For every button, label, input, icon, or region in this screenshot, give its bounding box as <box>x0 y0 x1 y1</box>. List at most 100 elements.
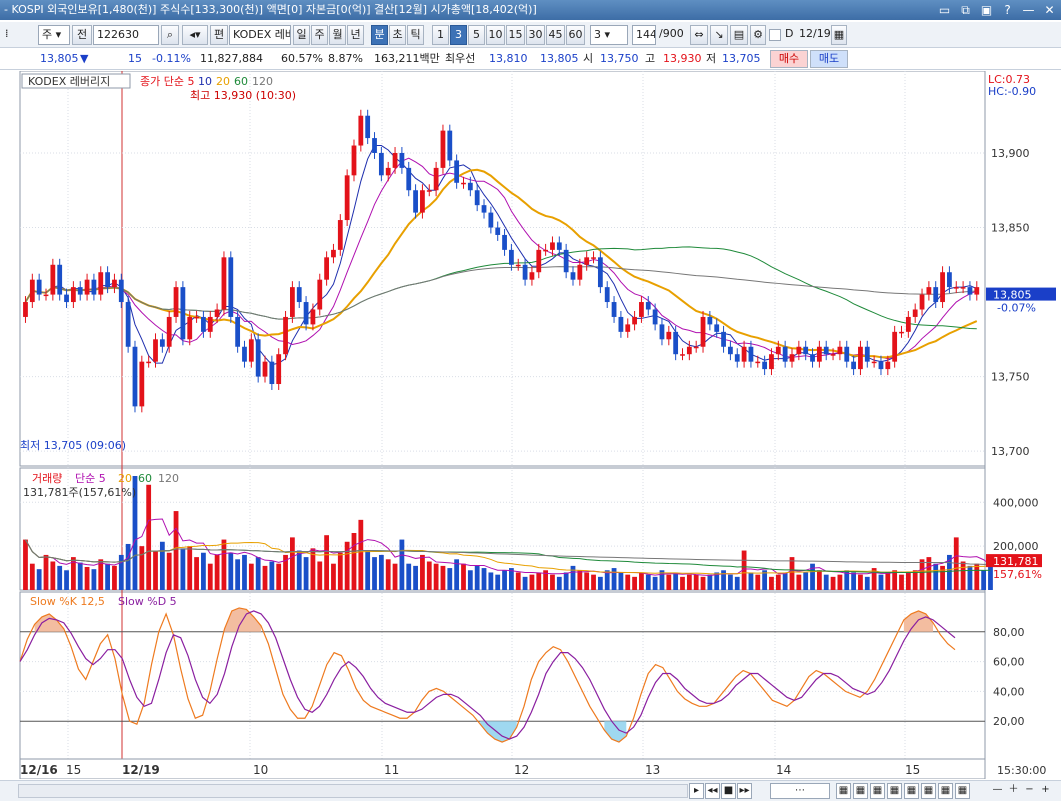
pin-icon[interactable]: ▣ <box>980 3 993 17</box>
volume-bar <box>858 574 863 590</box>
period-button[interactable]: 월 <box>329 25 346 45</box>
rewind-icon[interactable]: ◂◂ <box>705 783 720 799</box>
close-icon[interactable]: ✕ <box>1044 3 1055 17</box>
layout-icon-7[interactable]: ▦ <box>938 783 953 799</box>
interval-button[interactable]: 60 <box>566 25 585 45</box>
candle-body <box>406 167 412 191</box>
period-button[interactable]: 초 <box>389 25 406 45</box>
layout-icon-4[interactable]: ▦ <box>887 783 902 799</box>
candle-body <box>974 287 980 295</box>
draw-tool-icon[interactable]: ↘ <box>710 25 728 45</box>
forward-icon[interactable]: ▸▸ <box>737 783 752 799</box>
stop-icon[interactable]: ■ <box>721 783 736 799</box>
volume-bar <box>755 574 761 590</box>
volume-legend-item: 20 <box>118 472 132 485</box>
interval-button[interactable]: 30 <box>526 25 545 45</box>
buy-button[interactable]: 매수 <box>770 50 808 68</box>
period-button[interactable]: 주 <box>311 25 328 45</box>
chart-scrollbar[interactable] <box>18 784 688 798</box>
search-icon[interactable]: ⌕ <box>161 25 179 45</box>
prev-button[interactable]: 전 <box>72 25 92 45</box>
minimize-icon[interactable]: — <box>1022 3 1035 17</box>
candle-body <box>461 182 466 185</box>
turnover-ratio: 8.87% <box>328 52 363 65</box>
period-button[interactable]: 년 <box>347 25 364 45</box>
layout-icon-3[interactable]: ▦ <box>870 783 885 799</box>
chart-area[interactable]: 13,900 13,850 13,750 13,700 KODEX 레버리지 종가 단순 … <box>0 71 1061 779</box>
volume-bar <box>474 565 480 590</box>
count-input[interactable]: 144 <box>632 25 656 45</box>
edit-button[interactable]: 편 <box>210 25 228 45</box>
zoom-in-icon[interactable]: ＋ <box>1008 784 1019 795</box>
candle-body <box>296 287 302 303</box>
low-price: 13,705 <box>722 52 761 65</box>
volume-legend-item: 단순 5 <box>75 472 106 485</box>
interval-button[interactable]: 3 <box>450 25 467 45</box>
plus-icon[interactable]: + <box>1041 784 1050 795</box>
volume-bar <box>803 572 809 590</box>
candle-body <box>317 279 323 310</box>
period-select[interactable]: 주 ▾ <box>38 25 70 45</box>
sell-button[interactable]: 매도 <box>810 50 848 68</box>
candle-body <box>365 115 371 139</box>
stock-name-field[interactable]: KODEX 레버 <box>229 25 291 45</box>
restore-icon[interactable]: ▭ <box>938 3 951 17</box>
zoom-icon[interactable]: ⇔ <box>690 25 708 45</box>
sound-icon[interactable]: ◂▾ <box>182 25 208 45</box>
layout-icon-2[interactable]: ▦ <box>853 783 868 799</box>
zoom-slider[interactable]: ⋯ <box>770 783 830 799</box>
volume-bar <box>878 574 884 590</box>
volume-bar <box>556 576 562 590</box>
layout-icon-5[interactable]: ▦ <box>904 783 919 799</box>
layout-icon-1[interactable]: ▦ <box>836 783 851 799</box>
volume-bar <box>905 572 911 590</box>
interval-button[interactable]: 5 <box>468 25 485 45</box>
down-arrow-icon: ▼ <box>80 52 89 65</box>
interval-button[interactable]: 1 <box>432 25 449 45</box>
period-button[interactable]: 분 <box>371 25 388 45</box>
period-button[interactable]: 틱 <box>407 25 424 45</box>
volume-bar <box>187 546 193 590</box>
panel-frame-1 <box>19 71 986 467</box>
x-axis-date-label: 11 <box>384 763 399 777</box>
stoch-tick-label: 20,00 <box>993 715 1025 728</box>
interval-button[interactable]: 45 <box>546 25 565 45</box>
date-field[interactable]: 12/19 <box>799 27 830 40</box>
volume-tick-label: 200,000 <box>993 540 1039 553</box>
volume-bar <box>864 576 870 590</box>
ma-legend-item: 종가 단순 5 <box>140 75 194 88</box>
minus-icon[interactable]: − <box>1025 784 1034 795</box>
layout-icon-6[interactable]: ▦ <box>921 783 936 799</box>
volume-bar <box>604 570 610 590</box>
gear-icon[interactable]: ⚙ <box>750 25 766 45</box>
code-input[interactable]: 122630 <box>93 25 159 45</box>
save-icon[interactable]: ▤ <box>730 25 748 45</box>
candle-body <box>618 316 624 332</box>
volume-bar <box>837 574 843 590</box>
help-icon[interactable]: ? <box>1004 3 1011 17</box>
candle-body <box>522 264 528 280</box>
stoch-tick-label: 80,00 <box>993 626 1025 639</box>
volume-bar <box>214 554 220 590</box>
volume-current-marker <box>986 554 1042 568</box>
copy-icon[interactable]: ⧉ <box>961 3 970 17</box>
zoom-out-icon[interactable]: — <box>992 784 1003 795</box>
interval-button[interactable]: 10 <box>486 25 505 45</box>
period-button[interactable]: 일 <box>293 25 310 45</box>
candle-body <box>248 339 254 362</box>
candle-body <box>105 272 110 288</box>
candle-body <box>488 212 494 228</box>
volume-value: 11,827,884 <box>200 52 263 65</box>
volume-bar <box>748 572 754 590</box>
stoch-k-legend: Slow %K 12,5 <box>30 595 105 608</box>
candle-body <box>830 354 836 356</box>
interval-input[interactable]: 3 ▾ <box>590 25 628 45</box>
date-checkbox[interactable] <box>769 29 781 41</box>
calendar-icon[interactable]: ▦ <box>831 25 847 45</box>
play-icon[interactable]: ▸ <box>689 783 704 799</box>
candle-body <box>741 346 747 362</box>
layout-icon-8[interactable]: ▦ <box>955 783 970 799</box>
candle-body <box>919 294 925 310</box>
interval-button[interactable]: 15 <box>506 25 525 45</box>
candle-body <box>426 190 432 192</box>
